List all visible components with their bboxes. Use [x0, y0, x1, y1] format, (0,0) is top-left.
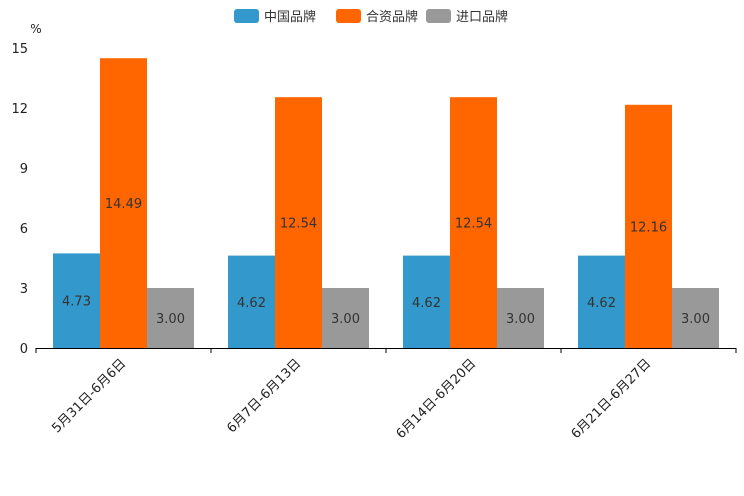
data-label: 12.16	[630, 220, 667, 235]
y-tick-label: 15	[11, 42, 28, 57]
legend: 中国品牌 合资品牌 进口品牌	[234, 9, 508, 25]
bar-series2-cat1	[100, 58, 147, 348]
data-label: 3.00	[506, 312, 535, 327]
bar-series3-cat4	[672, 288, 719, 348]
bar-series1-cat3	[403, 255, 450, 348]
y-axis: 0 3 6 9 12 15	[11, 42, 28, 357]
data-label: 12.54	[455, 217, 492, 232]
legend-label-3: 进口品牌	[456, 9, 508, 25]
y-tick-label: 9	[20, 162, 28, 177]
bars: 4.73 14.49 3.00 4.62 12.54 3.00 4.62 12.54 3.00 4…	[53, 58, 719, 348]
legend-label-2: 合资品牌	[366, 9, 418, 25]
bar-series1-cat4	[578, 255, 625, 348]
bar-series3-cat1	[147, 288, 194, 348]
bar-series1-cat2	[228, 255, 275, 348]
x-tick-label: 6月7日-6月13日	[224, 356, 304, 436]
y-tick-label: 0	[20, 342, 28, 357]
data-label: 4.62	[412, 296, 441, 311]
data-label: 3.00	[681, 312, 710, 327]
x-tick-label: 6月21日-6月27日	[569, 356, 655, 442]
bar-series2-cat3	[450, 97, 497, 348]
legend-swatch-2	[336, 9, 361, 23]
x-tick-label: 5月31日-6月6日	[49, 356, 129, 436]
bar-series3-cat2	[322, 288, 369, 348]
legend-label-1: 中国品牌	[264, 9, 316, 25]
bar-series2-cat2	[275, 97, 322, 348]
bar-series1-cat1	[53, 253, 100, 348]
x-tick-label: 6月14日-6月20日	[394, 356, 480, 442]
bar-series2-cat4	[625, 104, 672, 348]
bar-series3-cat3	[497, 288, 544, 348]
legend-swatch-3	[426, 9, 451, 23]
data-label: 4.73	[62, 295, 91, 310]
legend-swatch-1	[234, 9, 259, 23]
data-label: 3.00	[331, 312, 360, 327]
x-axis: 5月31日-6月6日 6月7日-6月13日 6月14日-6月20日 6月21日-6月2…	[35, 348, 737, 442]
y-tick-label: 3	[20, 282, 28, 297]
y-axis-unit: %	[30, 22, 41, 36]
y-tick-label: 12	[11, 102, 28, 117]
data-label: 12.54	[280, 217, 317, 232]
data-label: 14.49	[105, 197, 142, 212]
data-label: 4.62	[237, 296, 266, 311]
data-label: 4.62	[587, 296, 616, 311]
data-label: 3.00	[156, 312, 185, 327]
y-tick-label: 6	[20, 222, 28, 237]
